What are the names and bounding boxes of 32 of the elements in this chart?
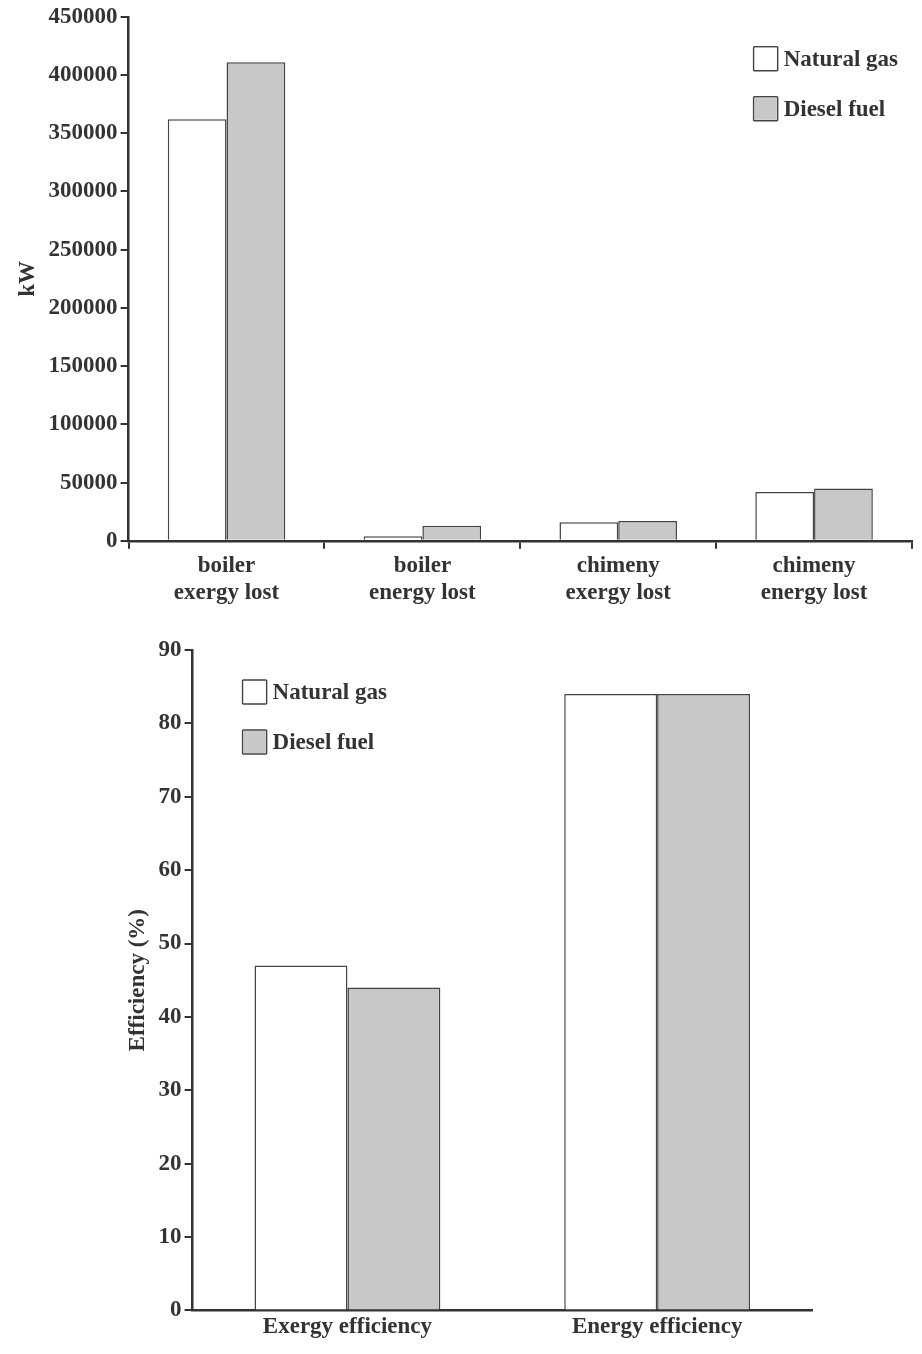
y-tick-label: 200000	[48, 293, 118, 319]
y-tick-label: 400000	[48, 60, 118, 86]
x-tick-label: boiler energy lost	[369, 551, 477, 605]
x-tick-label: Exergy efficiency	[262, 1313, 433, 1339]
y-tick-label: 100000	[48, 410, 118, 436]
y-tick-label: 250000	[48, 235, 118, 261]
y-tick-label: 150000	[48, 352, 118, 378]
x-tick-label: Energy efficiency	[571, 1313, 743, 1339]
x-tick-label: chimeny exergy lost	[565, 551, 672, 605]
y-tick-label: 60	[158, 856, 182, 882]
legend-label: Diesel fuel	[272, 728, 375, 754]
x-tick-label: chimeny energy lost	[760, 551, 868, 605]
y-tick-label: 30	[158, 1076, 182, 1102]
y-tick-label: 40	[158, 1002, 182, 1028]
legend-label: Diesel fuel	[783, 95, 886, 121]
y-tick-label: 0	[170, 1296, 182, 1322]
y-tick-label: 10	[158, 1222, 182, 1248]
y-tick-label: 20	[158, 1149, 182, 1175]
y-tick-label: 70	[158, 782, 182, 808]
y-tick-label: 0	[106, 526, 118, 552]
y-axis-title: kW	[13, 260, 39, 297]
y-tick-label: 50	[158, 929, 182, 955]
y-axis-title: Efficiency (%)	[123, 908, 149, 1052]
y-tick-label: 50000	[60, 468, 118, 494]
y-tick-label: 300000	[48, 177, 118, 203]
legend-label: Natural gas	[783, 45, 899, 71]
x-tick-label: boiler exergy lost	[173, 551, 280, 605]
y-tick-label: 90	[158, 635, 182, 661]
y-tick-label: 450000	[48, 2, 118, 28]
legend-label: Natural gas	[272, 678, 388, 704]
y-tick-label: 350000	[48, 119, 118, 145]
y-tick-label: 80	[158, 709, 182, 735]
